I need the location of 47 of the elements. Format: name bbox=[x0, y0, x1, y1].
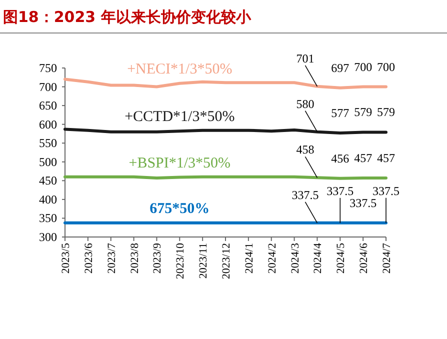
x-tick-label: 2023/5 bbox=[60, 242, 72, 274]
series-label: +BSPI*1/3*50% bbox=[128, 155, 231, 172]
line-series bbox=[64, 78, 388, 90]
data-label: 701 bbox=[296, 51, 314, 66]
data-label: 457 bbox=[377, 151, 395, 166]
y-tick-label: 500 bbox=[39, 154, 57, 169]
y-tick-label: 650 bbox=[39, 98, 57, 113]
series-label: +NECI*1/3*50% bbox=[127, 61, 232, 78]
data-label: 458 bbox=[296, 142, 314, 157]
y-tick-label: 400 bbox=[39, 192, 57, 206]
data-label: 337.5 bbox=[350, 196, 377, 210]
data-label: 580 bbox=[296, 96, 314, 111]
y-tick-label: 600 bbox=[39, 117, 57, 132]
data-label: 700 bbox=[377, 60, 395, 74]
data-label: 457 bbox=[354, 151, 372, 166]
y-tick-label: 450 bbox=[39, 174, 57, 188]
x-tick-label: 2024/2 bbox=[266, 243, 278, 274]
y-tick-label: 750 bbox=[39, 61, 57, 75]
title: 图18：2023 年以来长协价变化较小 bbox=[3, 8, 251, 26]
data-label: 337.5 bbox=[372, 184, 400, 198]
x-tick-label: 2024/5 bbox=[335, 242, 348, 274]
x-tick-label: 2024/6 bbox=[358, 242, 370, 274]
series-label: 675*50% bbox=[150, 200, 210, 217]
data-label: 579 bbox=[377, 105, 395, 120]
data-label: 456 bbox=[331, 151, 350, 166]
y-tick-label: 350 bbox=[39, 211, 57, 226]
x-tick-label: 2024/7 bbox=[381, 242, 393, 274]
x-tick-label: 2024/1 bbox=[243, 243, 256, 274]
series-label: +CCTD*1/3*50% bbox=[124, 109, 235, 126]
x-tick-label: 2023/7 bbox=[106, 242, 118, 274]
data-label: 700 bbox=[354, 60, 372, 74]
x-tick-label: 2023/12 bbox=[220, 243, 232, 280]
x-tick-label: 2023/11 bbox=[198, 243, 210, 279]
x-tick-label: 2024/4 bbox=[312, 242, 324, 274]
x-tick-label: 2023/10 bbox=[174, 242, 187, 280]
data-label: 697 bbox=[331, 60, 350, 75]
data-label: 337.5 bbox=[326, 184, 354, 198]
x-tick-label: 2023/9 bbox=[152, 242, 164, 274]
x-tick-label: 2023/6 bbox=[82, 242, 95, 274]
y-tick-label: 550 bbox=[39, 136, 57, 150]
x-tick-label: 2024/3 bbox=[289, 242, 302, 274]
x-tick-label: 2023/8 bbox=[128, 242, 141, 274]
data-label: 337.5 bbox=[292, 188, 319, 202]
y-tick-label: 300 bbox=[39, 230, 57, 244]
y-tick-label: 700 bbox=[39, 80, 57, 94]
data-label: 579 bbox=[354, 105, 372, 120]
data-label: 577 bbox=[331, 106, 350, 120]
